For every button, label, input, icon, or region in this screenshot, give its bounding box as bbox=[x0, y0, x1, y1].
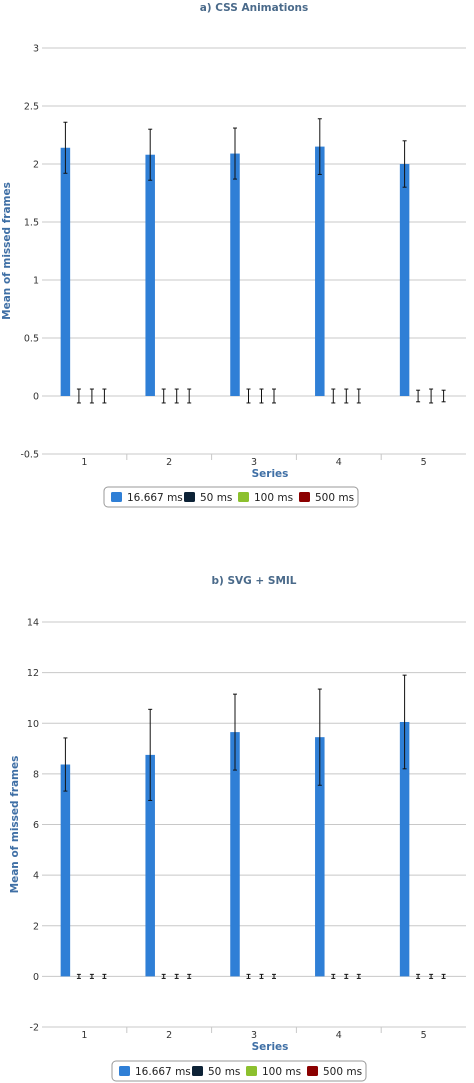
x-tick-label: 2 bbox=[166, 457, 172, 468]
legend-swatch bbox=[111, 492, 122, 502]
x-tick-label: 1 bbox=[81, 1030, 87, 1041]
x-axis-title: Series bbox=[252, 1041, 289, 1053]
legend-swatch bbox=[307, 1066, 318, 1076]
legend-label: 100 ms bbox=[262, 1066, 301, 1078]
bar bbox=[60, 147, 71, 396]
legend-label: 16.667 ms bbox=[127, 492, 183, 504]
legend-label: 16.667 ms bbox=[135, 1066, 191, 1078]
y-tick-label: 0 bbox=[33, 392, 39, 403]
chart-a: a) CSS Animations 3 2.5 2 1.5 1 0.5 0 -0.5 1 2 3 4 5 S… bbox=[1, 2, 466, 508]
legend-swatch bbox=[119, 1066, 130, 1076]
bar bbox=[145, 154, 155, 396]
legend-label: 500 ms bbox=[315, 492, 354, 504]
y-tick-label: 4 bbox=[33, 871, 39, 882]
legend: 16.667 ms 50 ms 100 ms 500 ms bbox=[111, 1060, 367, 1082]
y-tick-label: 0 bbox=[33, 972, 39, 983]
legend-swatch bbox=[299, 492, 310, 502]
chart-title: b) SVG + SMIL bbox=[212, 575, 297, 587]
y-tick-label: 1 bbox=[33, 276, 39, 287]
legend-swatch bbox=[184, 492, 195, 502]
legend-label: 50 ms bbox=[208, 1066, 240, 1078]
x-tick-label: 2 bbox=[166, 1030, 172, 1041]
legend-label: 100 ms bbox=[254, 492, 293, 504]
bar bbox=[230, 732, 240, 977]
x-tick-label: 4 bbox=[336, 457, 342, 468]
legend-box bbox=[103, 486, 359, 508]
y-tick-label: 10 bbox=[27, 719, 39, 730]
y-tick-label: 6 bbox=[33, 820, 39, 831]
y-tick-label: 8 bbox=[33, 769, 39, 780]
y-tick-label: -0.5 bbox=[20, 450, 39, 461]
bar bbox=[230, 153, 240, 396]
bar bbox=[60, 764, 71, 977]
x-tick-label: 3 bbox=[251, 457, 257, 468]
y-tick-label: 0.5 bbox=[24, 334, 39, 345]
legend-label: 50 ms bbox=[200, 492, 232, 504]
y-tick-label: -2 bbox=[30, 1023, 39, 1034]
x-axis-title: Series bbox=[252, 468, 289, 480]
y-tick-label: 14 bbox=[27, 618, 39, 629]
y-tick-label: 1.5 bbox=[24, 218, 39, 229]
bar bbox=[399, 164, 410, 396]
bar bbox=[315, 737, 325, 977]
legend-swatch bbox=[238, 492, 249, 502]
x-tick-label: 3 bbox=[251, 1030, 257, 1041]
legend-label: 500 ms bbox=[323, 1066, 362, 1078]
y-tick-label: 2.5 bbox=[24, 102, 39, 113]
bar bbox=[145, 754, 155, 977]
y-axis-title: Mean of missed frames bbox=[9, 756, 21, 894]
x-tick-label: 5 bbox=[421, 1030, 427, 1041]
bar bbox=[399, 721, 410, 977]
y-axis-title: Mean of missed frames bbox=[1, 182, 13, 320]
y-tick-label: 2 bbox=[33, 160, 39, 171]
y-tick-label: 2 bbox=[33, 921, 39, 932]
x-tick-label: 1 bbox=[81, 457, 87, 468]
chart-title: a) CSS Animations bbox=[200, 2, 309, 14]
legend: 16.667 ms 50 ms 100 ms 500 ms bbox=[103, 486, 359, 508]
y-tick-label: 12 bbox=[27, 668, 39, 679]
y-tick-label: 3 bbox=[33, 44, 39, 55]
legend-swatch bbox=[192, 1066, 203, 1076]
x-tick-label: 5 bbox=[421, 457, 427, 468]
bar bbox=[315, 146, 325, 396]
legend-swatch bbox=[246, 1066, 257, 1076]
legend-box bbox=[111, 1060, 367, 1082]
x-tick-label: 4 bbox=[336, 1030, 342, 1041]
